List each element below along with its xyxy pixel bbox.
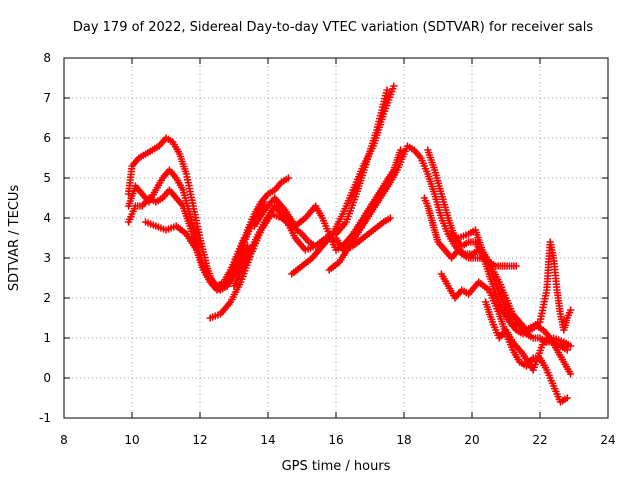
y-axis-title: SDTVAR / TECUs: [7, 185, 22, 292]
plus-markers: [141, 218, 252, 290]
x-tick-label: 16: [328, 433, 343, 447]
y-tick-label: 3: [43, 251, 51, 265]
y-tick-label: 0: [43, 371, 51, 385]
x-tick-label: 18: [396, 433, 411, 447]
plus-markers: [124, 134, 293, 294]
series-track-m: [444, 226, 575, 334]
plus-markers: [481, 298, 575, 374]
series-track-i: [325, 142, 520, 274]
plus-markers: [230, 86, 391, 290]
x-tick-label: 10: [124, 433, 139, 447]
x-tick-label: 12: [192, 433, 207, 447]
y-tick-label: 5: [43, 171, 51, 185]
x-tick-label: 20: [464, 433, 479, 447]
series-track-n: [481, 298, 575, 374]
chart-title: Day 179 of 2022, Sidereal Day-to-day VTE…: [73, 20, 593, 35]
y-tick-label: 6: [43, 131, 51, 145]
x-axis-title: GPS time / hours: [282, 459, 391, 474]
series-track-h: [288, 214, 395, 278]
y-tick-label: 8: [43, 51, 51, 65]
y-tick-label: -1: [39, 411, 51, 425]
plus-markers: [325, 142, 520, 274]
plus-markers: [288, 214, 395, 278]
series-track-d: [141, 218, 252, 290]
x-tick-label: 22: [532, 433, 547, 447]
y-tick-label: 4: [43, 211, 51, 225]
x-tick-label: 24: [600, 433, 615, 447]
series-track-f: [230, 86, 391, 290]
y-tick-label: 2: [43, 291, 51, 305]
grid: [64, 58, 608, 418]
x-tick-label: 8: [60, 433, 68, 447]
x-tick-label: 14: [260, 433, 275, 447]
plus-markers: [444, 226, 575, 334]
series-track-a: [124, 134, 293, 294]
y-tick-label: 7: [43, 91, 51, 105]
y-tick-label: 1: [43, 331, 51, 345]
data-series: [124, 82, 575, 406]
